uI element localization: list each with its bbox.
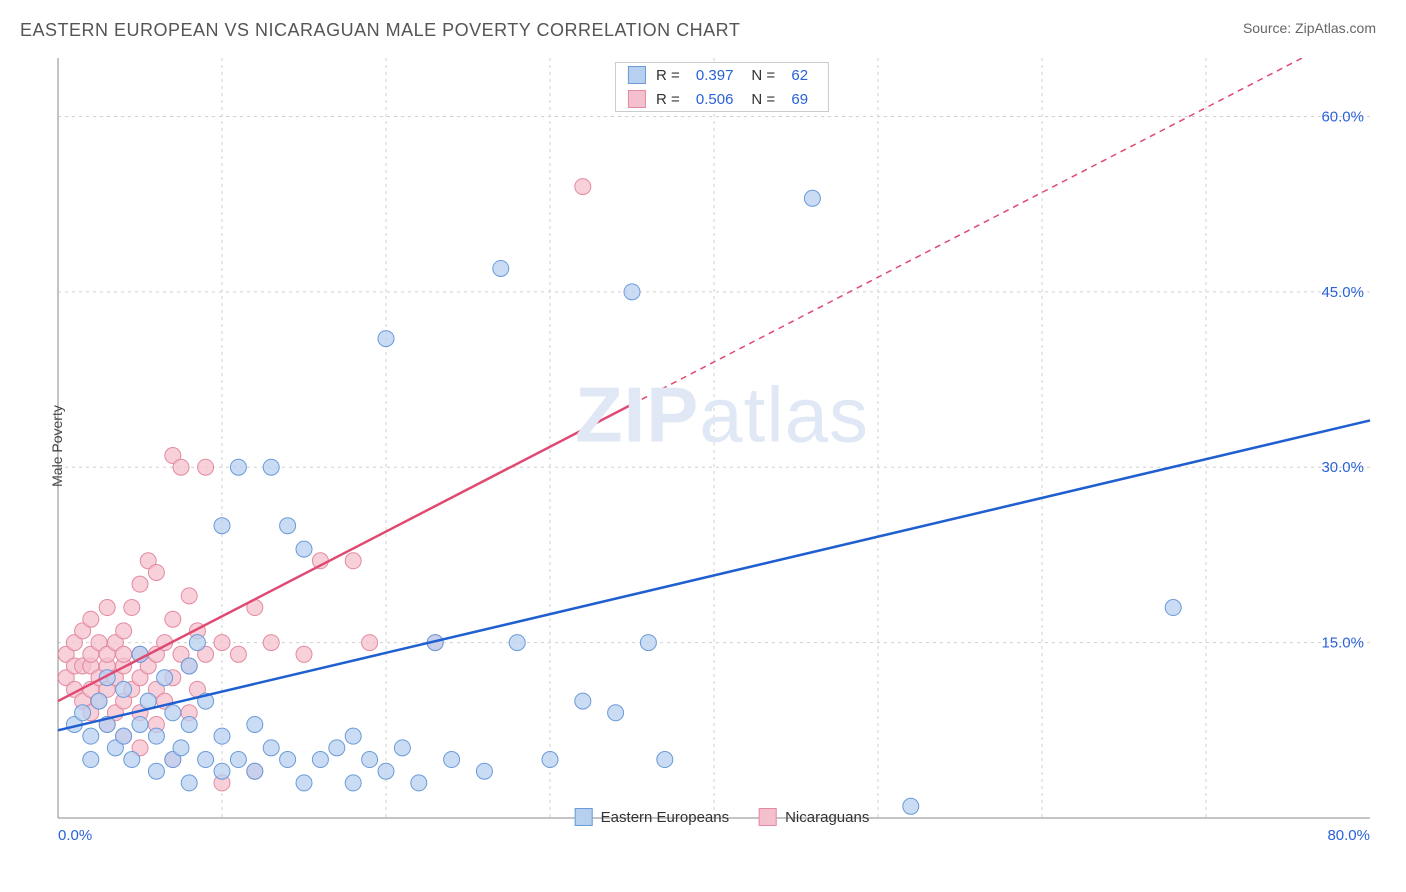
source-attribution: Source: ZipAtlas.com [1243,20,1376,36]
svg-text:45.0%: 45.0% [1321,284,1364,301]
svg-text:0.0%: 0.0% [58,827,92,844]
scatter-plot-svg: 15.0% 30.0% 45.0% 60.0% 0.0% 80.0% [50,58,1380,858]
swatch-series-1 [628,90,646,108]
correlation-legend: R = 0.397 N = 62 R = 0.506 N = 69 [615,62,829,112]
swatch-series-0-bottom [575,808,593,826]
svg-text:80.0%: 80.0% [1327,827,1370,844]
legend-row-series-1: R = 0.506 N = 69 [616,87,828,111]
legend-row-series-0: R = 0.397 N = 62 [616,63,828,87]
svg-text:60.0%: 60.0% [1321,108,1364,125]
chart-title: EASTERN EUROPEAN VS NICARAGUAN MALE POVE… [20,20,740,41]
svg-text:15.0%: 15.0% [1321,635,1364,652]
swatch-series-0 [628,66,646,84]
legend-item-series-1: Nicaraguans [759,808,869,826]
header: EASTERN EUROPEAN VS NICARAGUAN MALE POVE… [0,0,1406,47]
y-axis-label: Male Poverty [49,405,65,487]
chart-area: Male Poverty ZIPatlas R = 0.397 N = 62 R… [50,58,1394,834]
legend-item-series-0: Eastern Europeans [575,808,729,826]
swatch-series-1-bottom [759,808,777,826]
series-legend: Eastern Europeans Nicaraguans [575,808,870,826]
svg-text:30.0%: 30.0% [1321,459,1364,476]
